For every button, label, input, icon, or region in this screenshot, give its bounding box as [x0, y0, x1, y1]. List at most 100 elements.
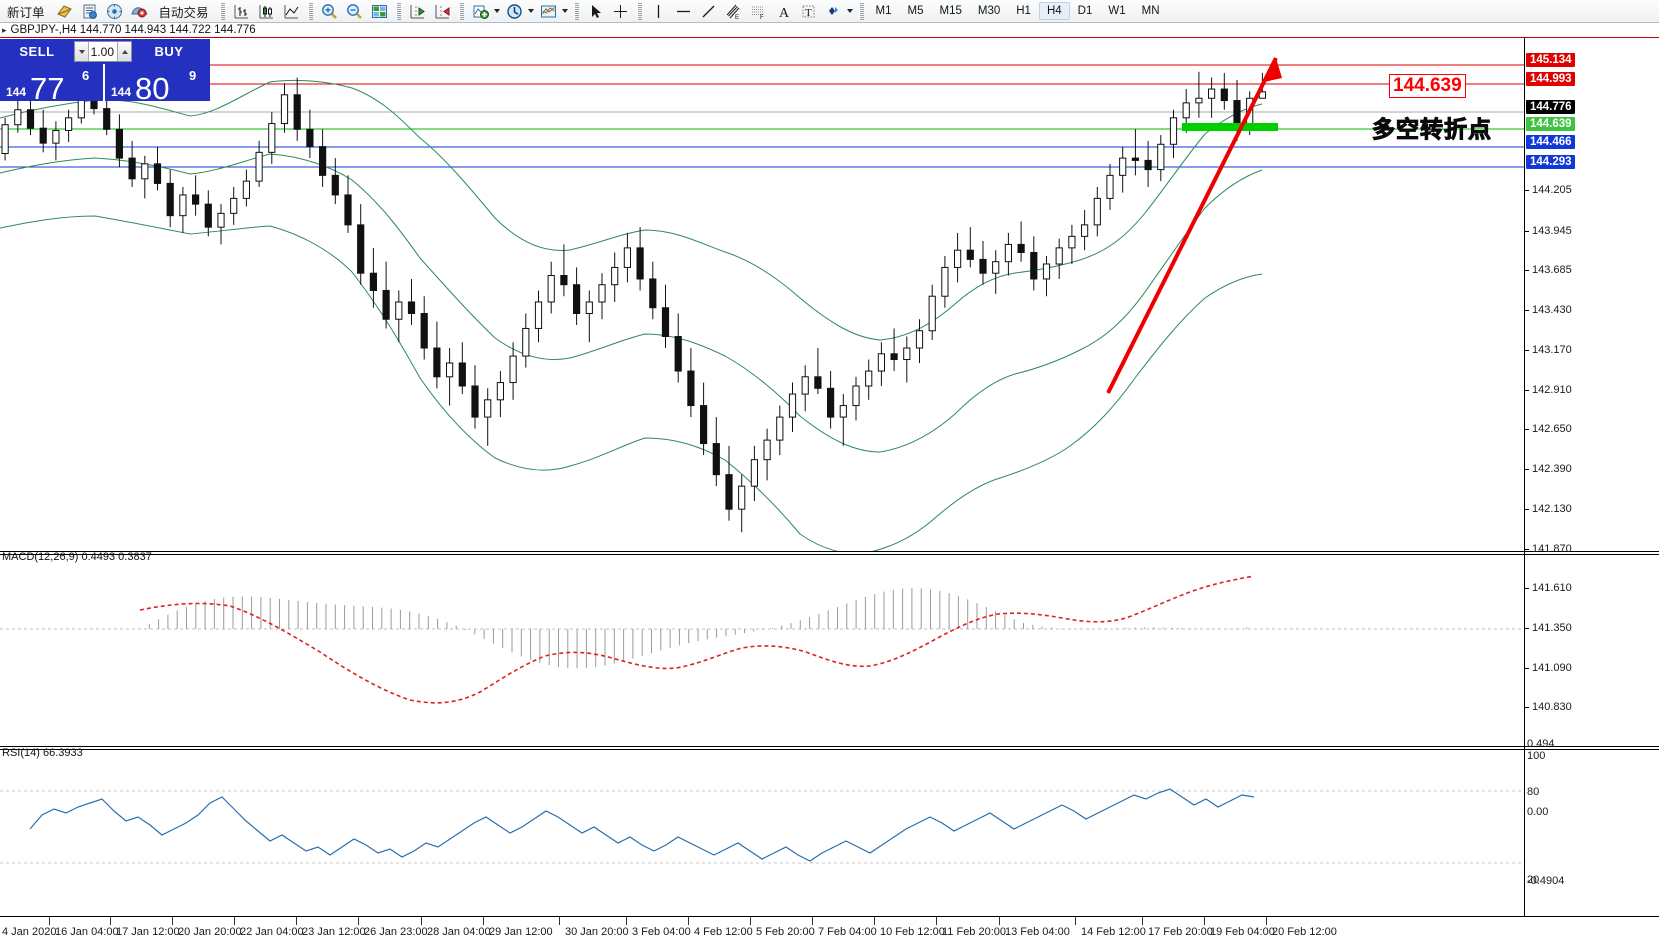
profile-icon[interactable]	[52, 1, 77, 21]
sell-price-cell[interactable]: 144 77 6	[0, 64, 105, 104]
candle-body	[26, 109, 35, 129]
volume-decrease-icon[interactable]	[75, 42, 89, 61]
candle-body	[585, 301, 593, 314]
annotation-chinese-note: 多空转折点	[1372, 117, 1492, 144]
candle-body	[407, 301, 416, 314]
price-tag-144639[interactable]: 144.639	[1526, 117, 1575, 131]
price-tick-141350: 141.350	[1525, 622, 1572, 634]
timeframe-m5[interactable]: M5	[907, 5, 924, 17]
candle-body	[915, 330, 924, 349]
timeframe-w1[interactable]: W1	[1108, 5, 1126, 17]
cursor-icon[interactable]	[583, 1, 608, 21]
timeframe-d1[interactable]: D1	[1077, 5, 1093, 17]
candle-body	[1068, 235, 1076, 249]
candle-body	[547, 275, 555, 303]
templates-chevron-down-icon[interactable]	[561, 2, 570, 20]
time-label: 22 Jan 04:00	[240, 926, 304, 938]
volume-stepper[interactable]: 1.00	[74, 41, 132, 62]
price-tag-145134[interactable]: 145.134	[1526, 53, 1575, 67]
periods-icon[interactable]	[502, 1, 527, 21]
price-tick-140830: 140.830	[1525, 701, 1572, 713]
market-watch-icon[interactable]	[77, 1, 102, 21]
price-scale[interactable]: 144.205 143.945 143.685 143.430 143.170 142.9…	[1524, 38, 1659, 916]
price-tag-last-144776[interactable]: 144.776	[1526, 100, 1575, 114]
timeframe-m30[interactable]: M30	[977, 5, 1001, 17]
zoom-out-icon[interactable]	[342, 1, 367, 21]
candle-body	[446, 362, 454, 378]
templates-icon[interactable]	[536, 1, 561, 21]
svg-text:F: F	[760, 15, 764, 21]
time-tick	[296, 917, 297, 925]
candlestick-chart-icon[interactable]	[254, 1, 279, 21]
candle-body	[877, 353, 885, 372]
candle-body	[179, 194, 187, 217]
shapes-chevron-down-icon[interactable]	[846, 2, 855, 20]
macd-pane-divider-top	[0, 551, 1659, 552]
candle-body	[814, 376, 822, 389]
periods-chevron-down-icon[interactable]	[527, 2, 536, 20]
text-icon[interactable]: A	[771, 1, 796, 21]
rsi-label: RSI(14) 66.3933	[2, 747, 83, 759]
volume-increase-icon[interactable]	[117, 42, 131, 61]
autotrading-button[interactable]: 自动交易	[152, 1, 216, 21]
vertical-line-icon[interactable]	[646, 1, 671, 21]
rsi-chart-pane[interactable]	[0, 751, 1524, 916]
price-tag-144466[interactable]: 144.466	[1526, 135, 1575, 149]
time-label: 30 Jan 20:00	[565, 926, 629, 938]
timeframe-h4[interactable]: H4	[1038, 2, 1070, 20]
candle-body	[1, 124, 9, 154]
equidistant-channel-icon[interactable]: E	[721, 1, 746, 21]
macd-scale-neg04904: -0.4904	[1527, 875, 1565, 887]
price-tag-144993[interactable]: 144.993	[1526, 72, 1575, 86]
time-label: 7 Feb 04:00	[818, 926, 877, 938]
crosshair-icon[interactable]	[608, 1, 633, 21]
time-tick	[936, 917, 937, 925]
time-label: 28 Jan 04:00	[427, 926, 491, 938]
macd-chart-pane[interactable]	[0, 556, 1524, 746]
macd-scale-000: 0.00	[1527, 806, 1549, 818]
candle-body	[1004, 243, 1012, 263]
annotation-price-box[interactable]: 144.639	[1389, 74, 1466, 98]
timeframe-m15[interactable]: M15	[939, 5, 962, 17]
time-scale[interactable]: 4 Jan 2020 16 Jan 04:00 17 Jan 12:00 20 Jan…	[0, 916, 1659, 943]
price-tag-144293[interactable]: 144.293	[1526, 155, 1575, 169]
timeframe-h1[interactable]: H1	[1016, 5, 1031, 17]
candle-body	[1042, 263, 1051, 280]
price-tick-141610: 141.610	[1525, 582, 1572, 594]
text-label-icon[interactable]: T	[796, 1, 821, 21]
shapes-icon[interactable]	[821, 1, 846, 21]
buy-price-cell[interactable]: 144 80 9	[105, 64, 210, 104]
data-window-icon[interactable]	[127, 1, 152, 21]
line-chart-icon[interactable]	[279, 1, 304, 21]
candle-body	[293, 94, 301, 130]
candle-body	[369, 272, 377, 291]
time-tick	[358, 917, 359, 925]
zoom-in-icon[interactable]	[317, 1, 342, 21]
shift-start-icon[interactable]	[405, 1, 430, 21]
fibonacci-icon[interactable]: F	[746, 1, 771, 21]
timeframe-mn[interactable]: MN	[1141, 5, 1160, 17]
bollinger-middle-band	[0, 153, 1263, 453]
toolbar-separator	[307, 2, 313, 20]
volume-value[interactable]: 1.00	[89, 44, 117, 59]
one-click-trading-panel[interactable]: SELL 1.00 BUY 144 77 6 144 80 9	[0, 39, 210, 104]
indicators-chevron-down-icon[interactable]	[493, 2, 502, 20]
candle-body	[217, 212, 225, 228]
new-order-label: 新订单	[7, 5, 45, 20]
price-chart-pane[interactable]	[0, 38, 1524, 551]
horizontal-line-icon[interactable]	[671, 1, 696, 21]
indicators-icon[interactable]	[468, 1, 493, 21]
sell-button-label[interactable]: SELL	[19, 44, 55, 59]
new-order-button[interactable]: 新订单	[0, 1, 52, 21]
buy-button-label[interactable]: BUY	[154, 44, 184, 59]
navigator-icon[interactable]	[102, 1, 127, 21]
bar-chart-icon[interactable]	[229, 1, 254, 21]
tile-windows-icon[interactable]	[367, 1, 392, 21]
candle-body	[141, 163, 149, 180]
candle-body	[598, 284, 606, 303]
timeframe-m1[interactable]: M1	[875, 5, 892, 17]
shift-end-icon[interactable]	[430, 1, 455, 21]
trendline-icon[interactable]	[696, 1, 721, 21]
candle-body	[344, 194, 352, 226]
main-toolbar[interactable]: 新订单 自动交易	[0, 0, 1659, 23]
